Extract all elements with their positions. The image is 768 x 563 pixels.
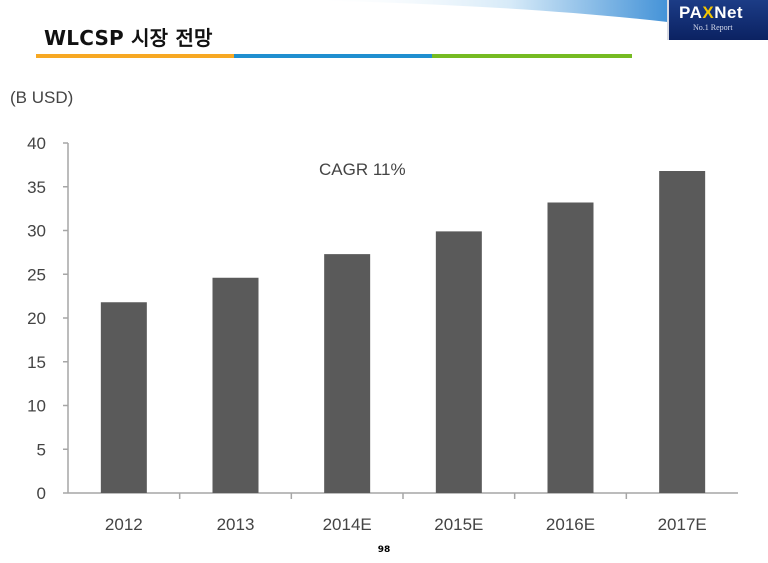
y-tick-label: 0 — [37, 484, 46, 503]
logo-wordmark: PAXNet — [679, 3, 743, 23]
y-tick-label: 15 — [27, 353, 46, 372]
bar — [435, 231, 482, 493]
header-swoosh — [300, 0, 768, 36]
x-tick-label: 2014E — [323, 515, 372, 534]
y-tick-label: 10 — [27, 397, 46, 416]
y-unit-label: (B USD) — [10, 88, 74, 107]
paxnet-logo: PAXNet No.1 Report — [667, 0, 768, 40]
y-tick-label: 35 — [27, 178, 46, 197]
bar — [212, 277, 259, 493]
underline-blue — [234, 54, 432, 58]
logo-part-x: X — [702, 3, 715, 22]
bar — [659, 171, 706, 493]
y-tick-label: 25 — [27, 265, 46, 284]
y-tick-label: 20 — [27, 309, 46, 328]
bar — [100, 302, 147, 493]
logo-part-pa: PA — [679, 3, 703, 22]
slide-title: WLCSP 시장 전망 — [44, 26, 213, 50]
underline-orange — [36, 54, 234, 58]
page-number: 98 — [377, 545, 391, 555]
logo-part-net: Net — [714, 3, 744, 22]
title-underline — [36, 54, 632, 58]
underline-green — [432, 54, 632, 58]
y-tick-label: 40 — [27, 134, 46, 153]
x-tick-label: 2012 — [105, 515, 143, 534]
bar — [324, 254, 371, 493]
cagr-annotation: CAGR 11% — [319, 160, 406, 179]
x-tick-label: 2016E — [546, 515, 595, 534]
x-tick-label: 2015E — [434, 515, 483, 534]
logo-subtitle: No.1 Report — [693, 23, 733, 32]
bar — [547, 202, 594, 493]
y-tick-label: 5 — [37, 440, 46, 459]
y-tick-label: 30 — [27, 222, 46, 241]
x-tick-label: 2013 — [217, 515, 255, 534]
x-tick-label: 2017E — [658, 515, 707, 534]
